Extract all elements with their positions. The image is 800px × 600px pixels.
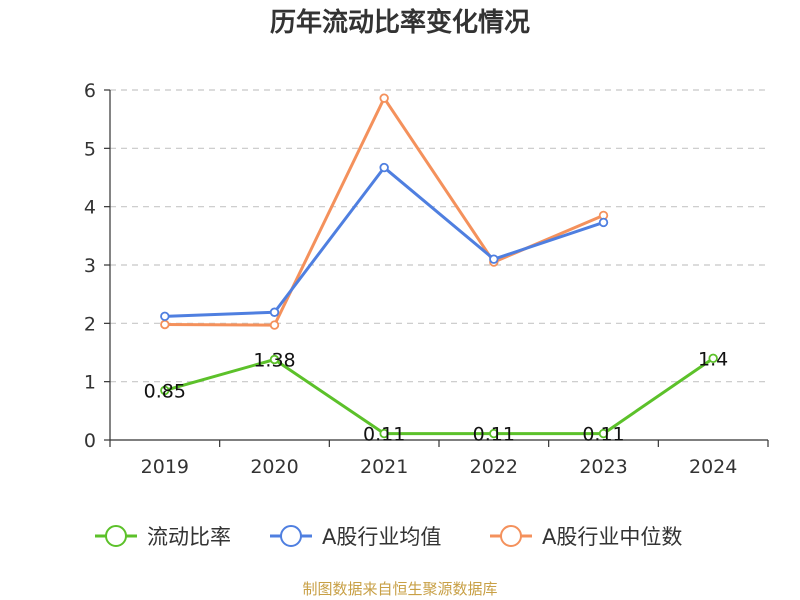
data-label: 0.85 — [144, 380, 186, 402]
data-point — [379, 162, 389, 173]
y-tick-label: 4 — [84, 197, 96, 219]
data-point — [160, 319, 170, 330]
legend-item-2: A股行业中位数 — [490, 525, 682, 549]
legend-marker-icon — [105, 525, 127, 547]
data-point — [269, 320, 280, 330]
grid-lines — [110, 89, 768, 383]
data-point — [598, 217, 609, 228]
legend-item-0: 流动比率 — [95, 525, 231, 549]
y-tick-label: 2 — [84, 313, 96, 335]
legend-label: 流动比率 — [147, 525, 231, 549]
data-point — [379, 93, 389, 103]
x-tick-label: 2020 — [250, 456, 298, 478]
data-point — [708, 353, 718, 364]
legend: 流动比率 A股行业均值 A股行业中位数 — [95, 525, 682, 549]
data-labels: 0.85 1.38 0.11 0.11 0.11 1.4 — [144, 348, 729, 445]
x-tick-label: 2023 — [579, 456, 627, 478]
x-tick-label: 2021 — [360, 456, 408, 478]
chart-title: 历年流动比率变化情况 — [269, 8, 530, 38]
source-footer: 制图数据来自恒生聚源数据库 — [302, 580, 498, 598]
x-tick-label: 2024 — [689, 456, 737, 478]
data-point — [489, 254, 499, 264]
axes: 0 1 2 3 4 5 6 2019 2020 2021 2022 2023 2024 — [84, 80, 769, 478]
data-point — [269, 307, 280, 317]
legend-item-1: A股行业均值 — [270, 525, 441, 549]
data-point — [160, 311, 170, 322]
y-tick-label: 5 — [84, 138, 96, 160]
data-label: 0.11 — [582, 424, 624, 446]
series-lines — [160, 93, 718, 439]
legend-marker-icon — [500, 525, 522, 547]
data-label: 1.4 — [698, 348, 728, 370]
data-label: 0.11 — [363, 424, 405, 446]
y-tick-label: 1 — [84, 372, 96, 394]
data-point — [489, 428, 499, 439]
y-tick-label: 3 — [84, 255, 96, 277]
data-point — [598, 428, 609, 439]
legend-label: A股行业均值 — [322, 525, 441, 549]
data-label: 1.38 — [253, 350, 295, 372]
x-tick-label: 2019 — [141, 456, 189, 478]
y-tick-label: 0 — [84, 430, 96, 452]
data-point — [160, 385, 170, 396]
legend-label: A股行业中位数 — [542, 525, 682, 549]
series-line-2 — [164, 96, 605, 327]
data-label: 0.11 — [473, 424, 515, 446]
data-point — [379, 428, 389, 439]
data-point — [269, 354, 280, 365]
legend-marker-icon — [280, 525, 302, 547]
x-tick-label: 2022 — [470, 456, 518, 478]
y-tick-label: 6 — [84, 80, 96, 102]
series-line-0 — [164, 357, 715, 436]
